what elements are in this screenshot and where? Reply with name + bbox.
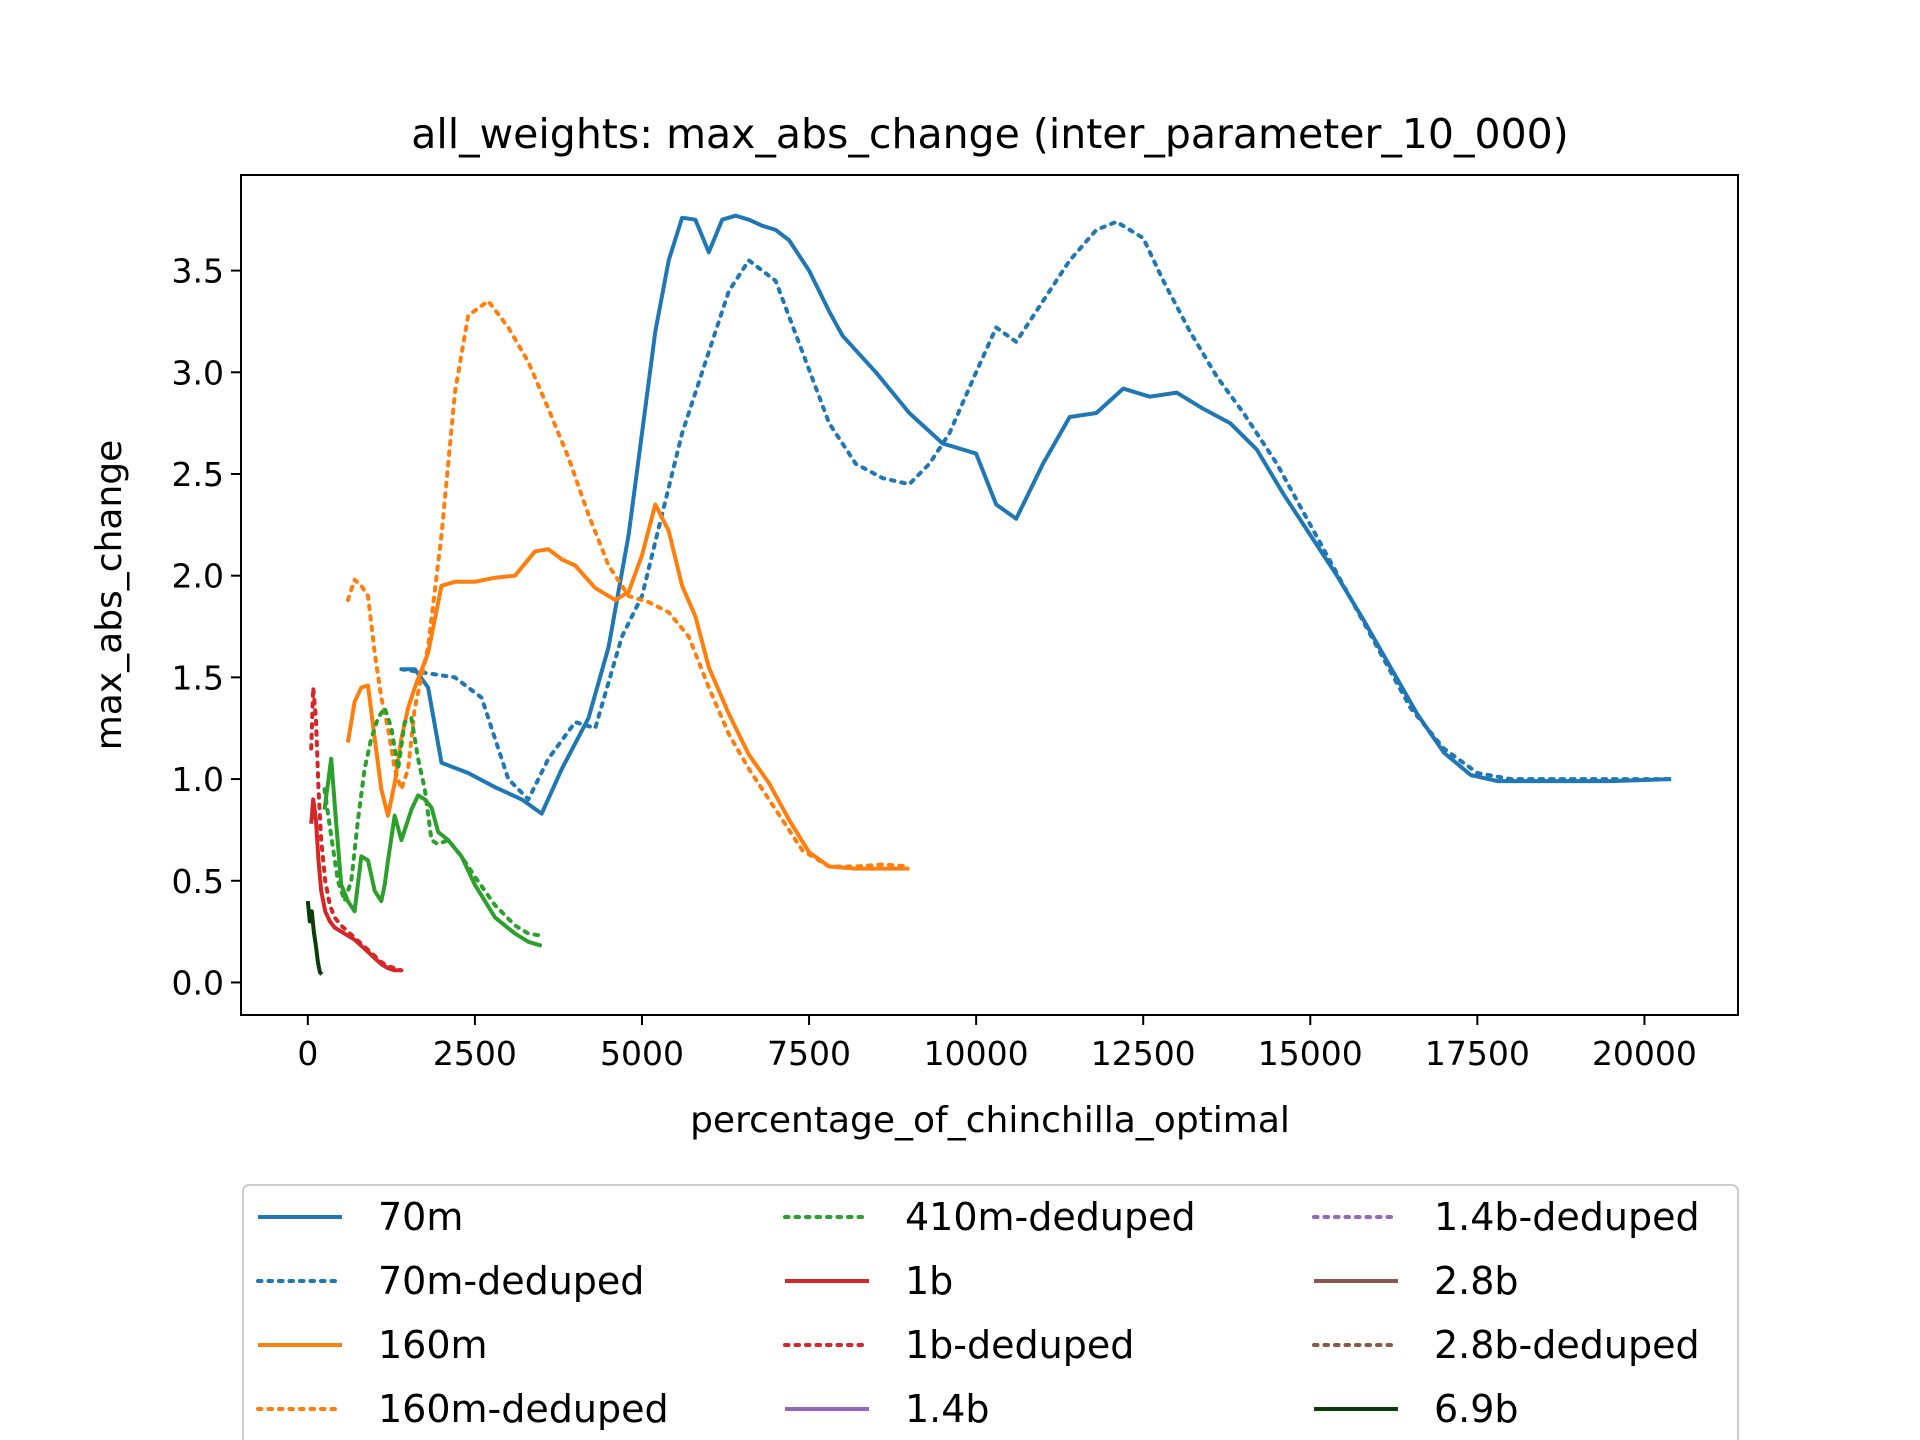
legend-label-160m-deduped: 160m-deduped: [378, 1387, 669, 1431]
legend-label-1b-deduped: 1b-deduped: [905, 1323, 1134, 1367]
x-tick-label: 2500: [433, 1034, 517, 1073]
y-axis-label: max_abs_change: [89, 440, 130, 751]
x-tick-label: 15000: [1258, 1034, 1363, 1073]
y-tick-label: 3.0: [172, 353, 224, 392]
plot-frame: [240, 174, 1739, 1016]
x-axis-label: percentage_of_chinchilla_optimal: [690, 1100, 1290, 1141]
legend-label-1b: 1b: [905, 1259, 953, 1303]
chart-title: all_weights: max_abs_change (inter_param…: [411, 110, 1569, 158]
legend-label-1-4b: 1.4b: [905, 1387, 990, 1431]
series-line-160m: [345, 502, 910, 871]
legend-label-2-8b: 2.8b: [1434, 1259, 1519, 1303]
x-tick-label: 7500: [767, 1034, 851, 1073]
x-tick-label: 20000: [1592, 1034, 1697, 1073]
y-tick-label: 1.5: [172, 658, 224, 697]
series-line-410m: [322, 756, 543, 948]
y-tick-label: 0.5: [172, 862, 224, 901]
series-line-160m-deduped: [345, 299, 912, 869]
y-tick-label: 2.0: [172, 557, 224, 596]
y-tick-label: 3.5: [172, 252, 224, 291]
x-axis: 0 2500 5000 7500 10000 12500 15000 17500 20000: [297, 1015, 1697, 1073]
legend-label-1-4b-deduped: 1.4b-deduped: [1434, 1195, 1700, 1239]
series-line-70m-deduped: [399, 219, 1674, 802]
legend-label-410m-deduped: 410m-deduped: [905, 1195, 1196, 1239]
y-tick-label: 2.5: [172, 455, 224, 494]
legend-label-70m-deduped: 70m-deduped: [378, 1259, 644, 1303]
x-tick-label: 12500: [1091, 1034, 1196, 1073]
y-tick-label: 0.0: [172, 963, 224, 1002]
series-line-1b-deduped: [309, 685, 404, 973]
legend-box: [242, 1184, 1739, 1440]
plot-lines: [305, 213, 1674, 976]
legend-label-2-8b-deduped: 2.8b-deduped: [1434, 1323, 1700, 1367]
y-axis: 0.0 0.5 1.0 1.5 2.0 2.5 3.0 3.5: [172, 252, 241, 1002]
x-tick-label: 17500: [1425, 1034, 1530, 1073]
y-tick-label: 1.0: [172, 760, 224, 799]
x-tick-label: 5000: [600, 1034, 684, 1073]
x-tick-label: 10000: [924, 1034, 1029, 1073]
legend-label-6-9b: 6.9b: [1434, 1387, 1519, 1431]
series-line-410m-deduped: [322, 705, 544, 938]
legend-label-70m: 70m: [378, 1195, 463, 1239]
series-line-6-9b: [305, 900, 324, 976]
legend: 70m 70m-deduped 160m 160m-deduped 410m-dedup…: [242, 1184, 1739, 1440]
x-tick-label: 0: [297, 1034, 318, 1073]
legend-label-160m: 160m: [378, 1323, 488, 1367]
